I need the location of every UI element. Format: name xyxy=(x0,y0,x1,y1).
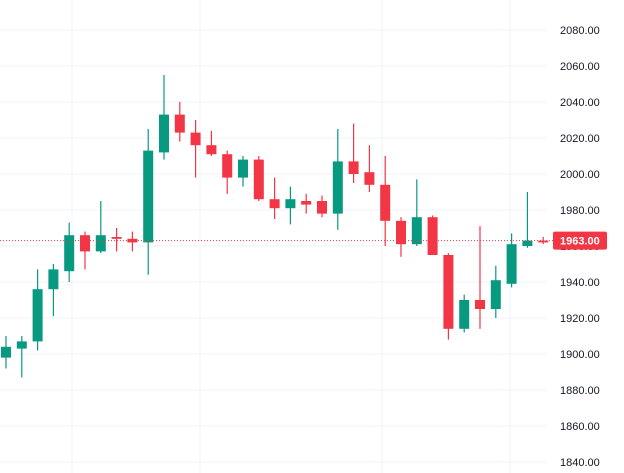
y-tick-label: 2000.00 xyxy=(560,169,600,181)
candle-bullish xyxy=(522,192,533,248)
candle-bullish xyxy=(332,129,343,230)
candle-body xyxy=(490,280,501,309)
candle-body xyxy=(159,114,169,153)
candle-bearish xyxy=(301,193,312,214)
candle-body xyxy=(238,159,248,178)
candle-body xyxy=(459,300,470,329)
candle-body xyxy=(32,289,43,342)
candle-bearish xyxy=(80,231,90,270)
candle-body xyxy=(348,161,359,174)
candle-body xyxy=(380,184,391,221)
candle-body xyxy=(95,235,106,252)
price-axis[interactable]: 1840.00 1860.00 1880.00 1900.00 1920.00 1940.… xyxy=(560,25,600,469)
candle-bearish xyxy=(190,120,201,178)
y-tick-label: 1980.00 xyxy=(560,205,600,217)
current-price-tag-background xyxy=(553,231,607,250)
y-tick-label: 1880.00 xyxy=(560,385,600,397)
candle-body xyxy=(285,199,296,209)
y-tick-label: 2080.00 xyxy=(560,25,600,37)
candle-bullish xyxy=(285,186,296,225)
candle-body xyxy=(443,255,454,329)
candle-bullish xyxy=(16,336,27,378)
candle-bullish xyxy=(159,75,169,160)
candle-body xyxy=(143,150,154,243)
candle-body xyxy=(506,244,517,284)
candle-bearish xyxy=(222,150,233,194)
y-tick-label: 2040.00 xyxy=(560,97,600,109)
candle-body xyxy=(222,154,233,178)
candle-body xyxy=(206,145,217,155)
candles xyxy=(1,75,549,378)
candle-bullish xyxy=(490,265,501,318)
candle-bearish xyxy=(396,217,406,257)
candle-body xyxy=(301,201,312,205)
candle-body xyxy=(1,346,11,358)
candle-body xyxy=(538,240,549,243)
current-price-label: 1963.00 xyxy=(560,236,600,248)
candle-bearish xyxy=(174,102,185,142)
current-price-tag: 1963.00 xyxy=(553,231,607,250)
candle-bearish xyxy=(111,228,122,252)
y-tick-label: 1840.00 xyxy=(560,457,600,469)
candle-body xyxy=(522,240,533,246)
candle-body xyxy=(174,114,185,133)
candle-body xyxy=(80,235,90,252)
candle-body xyxy=(64,235,75,272)
candle-bullish xyxy=(1,336,11,369)
candle-bearish xyxy=(127,231,138,252)
candle-bearish xyxy=(364,145,375,192)
y-tick-label: 1900.00 xyxy=(560,349,600,361)
candle-bearish xyxy=(443,253,454,340)
candle-body xyxy=(269,199,280,209)
y-tick-label: 1940.00 xyxy=(560,277,600,289)
candle-body xyxy=(332,161,343,214)
candle-bullish xyxy=(32,269,43,351)
candle-body xyxy=(364,172,375,185)
candle-body xyxy=(317,201,327,214)
candle-body xyxy=(190,132,201,146)
candle-bullish xyxy=(506,233,517,288)
candle-body xyxy=(411,217,422,245)
candle-bearish xyxy=(269,177,280,219)
candle-bearish xyxy=(348,123,359,183)
candle-bearish xyxy=(253,156,264,201)
candle-bullish xyxy=(459,294,470,333)
candle-bearish xyxy=(427,215,438,255)
candle-bullish xyxy=(143,129,154,275)
candle-body xyxy=(475,300,485,309)
y-tick-label: 1860.00 xyxy=(560,421,600,433)
candle-body xyxy=(396,220,406,245)
y-tick-label: 2020.00 xyxy=(560,133,600,145)
candle-bullish xyxy=(411,179,422,246)
candle-bullish xyxy=(238,156,248,187)
candle-bearish xyxy=(317,195,327,218)
candle-bearish xyxy=(380,156,391,246)
candle-body xyxy=(253,159,264,200)
y-tick-label: 2060.00 xyxy=(560,61,600,73)
candle-body xyxy=(427,217,438,255)
candle-body xyxy=(48,269,59,290)
candle-body xyxy=(16,341,27,349)
candle-bearish xyxy=(475,226,485,329)
candle-bearish xyxy=(206,130,217,156)
candle-bullish xyxy=(64,222,75,282)
y-tick-label: 1920.00 xyxy=(560,313,600,325)
candle-body xyxy=(111,237,122,239)
candle-bullish xyxy=(48,264,59,317)
candle-bullish xyxy=(95,201,106,254)
